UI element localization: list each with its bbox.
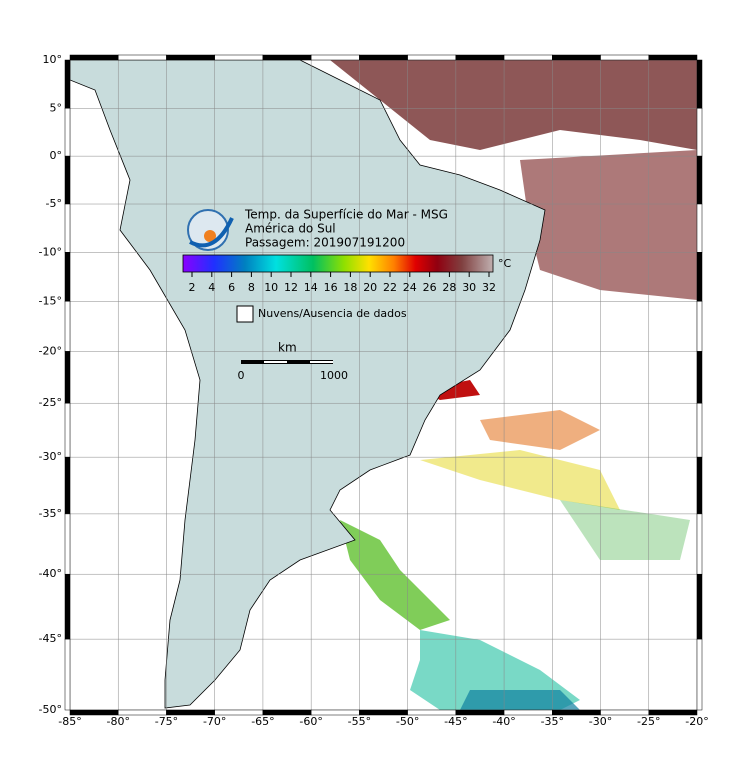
lon-tick-label: -50° bbox=[396, 715, 419, 728]
frame-segment bbox=[166, 54, 215, 61]
colorbar-tick-label: 26 bbox=[423, 281, 437, 294]
colorbar-tick-label: 20 bbox=[363, 281, 377, 294]
frame-segment bbox=[64, 203, 71, 253]
frame-segment bbox=[696, 456, 703, 515]
lat-tick-label: -10° bbox=[39, 245, 62, 258]
lat-tick-label: -15° bbox=[39, 294, 62, 307]
lat-tick-label: 0° bbox=[50, 149, 63, 162]
colorbar bbox=[182, 254, 494, 273]
frame-segment bbox=[64, 402, 71, 458]
colorbar-tick-label: 16 bbox=[324, 281, 338, 294]
colorbar-tick-label: 28 bbox=[442, 281, 456, 294]
lon-tick-label: -45° bbox=[444, 715, 467, 728]
pass: Passagem: 201907191200 bbox=[245, 236, 405, 250]
frame-segment bbox=[214, 54, 264, 61]
frame-segment bbox=[696, 351, 703, 404]
frame-segment bbox=[503, 54, 553, 61]
lon-tick-label: -75° bbox=[155, 715, 178, 728]
frame-segment bbox=[64, 638, 71, 711]
scalebar-segment bbox=[310, 361, 333, 363]
frame-segment bbox=[64, 456, 71, 515]
colorbar-tick-label: 14 bbox=[304, 281, 318, 294]
lat-tick-label: -40° bbox=[39, 567, 62, 580]
lat-tick-label: -35° bbox=[39, 507, 62, 520]
lon-tick-label: -55° bbox=[348, 715, 371, 728]
frame-segment bbox=[407, 54, 457, 61]
lat-tick-label: 10° bbox=[43, 53, 63, 66]
lat-tick-label: 5° bbox=[50, 101, 63, 114]
frame-segment bbox=[69, 54, 119, 61]
lat-tick-label: -25° bbox=[39, 396, 62, 409]
lon-tick-label: -70° bbox=[203, 715, 226, 728]
lon-tick-label: -25° bbox=[637, 715, 660, 728]
frame-segment bbox=[696, 252, 703, 302]
frame-segment bbox=[648, 709, 698, 716]
frame-segment bbox=[648, 54, 698, 61]
colorbar-tick-label: 2 bbox=[189, 281, 196, 294]
frame-segment bbox=[696, 513, 703, 575]
lon-tick-label: -30° bbox=[589, 715, 612, 728]
legend-swatch bbox=[236, 305, 254, 323]
frame-segment bbox=[696, 155, 703, 205]
frame-segment bbox=[359, 54, 408, 61]
scalebar-segment bbox=[264, 361, 287, 363]
frame-segment bbox=[552, 54, 601, 61]
scalebar-end: 1000 bbox=[320, 369, 348, 382]
lat-tick-label: -20° bbox=[39, 344, 62, 357]
colorbar-tick-label: 22 bbox=[383, 281, 397, 294]
frame-segment bbox=[696, 402, 703, 458]
logo bbox=[187, 209, 234, 251]
frame-segment bbox=[64, 513, 71, 575]
frame-segment bbox=[262, 54, 312, 61]
frame-segment bbox=[64, 301, 71, 352]
frame-segment bbox=[696, 59, 703, 109]
colorbar-unit: °C bbox=[498, 257, 512, 270]
frame-segment bbox=[696, 301, 703, 352]
lon-tick-label: -80° bbox=[106, 715, 129, 728]
frame-segment bbox=[64, 351, 71, 404]
colorbar-ticks: 2 4 6 8 10 12 14 16 18 20 22 24 26 28 30 32 bbox=[189, 272, 496, 294]
colorbar-tick-label: 4 bbox=[208, 281, 215, 294]
lon-tick-label: -40° bbox=[492, 715, 515, 728]
colorbar-tick-label: 12 bbox=[284, 281, 298, 294]
scalebar-unit: km bbox=[278, 341, 297, 355]
frame-segment bbox=[696, 638, 703, 711]
colorbar-tick-label: 10 bbox=[264, 281, 278, 294]
legend-label: Nuvens/Ausencia de dados bbox=[258, 307, 407, 320]
lon-tick-label: -35° bbox=[541, 715, 564, 728]
colorbar-tick-label: 30 bbox=[462, 281, 476, 294]
lon-tick-label: -20° bbox=[685, 715, 708, 728]
colorbar-tick-label: 32 bbox=[482, 281, 496, 294]
frame-segment bbox=[310, 54, 360, 61]
frame-segment bbox=[696, 203, 703, 253]
frame-segment bbox=[455, 54, 505, 61]
scalebar-start: 0 bbox=[238, 369, 245, 382]
frame-segment bbox=[64, 155, 71, 205]
lon-tick-label: -60° bbox=[299, 715, 322, 728]
frame-segment bbox=[64, 108, 71, 157]
sst-field bbox=[330, 60, 697, 710]
lat-tick-label: -30° bbox=[39, 450, 62, 463]
lon-tick-label: -65° bbox=[251, 715, 274, 728]
colorbar-tick-label: 8 bbox=[248, 281, 255, 294]
frame-segment bbox=[696, 573, 703, 640]
lat-tick-label: -5° bbox=[46, 197, 62, 210]
colorbar-tick-label: 18 bbox=[343, 281, 357, 294]
lat-tick-label: -45° bbox=[39, 632, 62, 645]
lon-tick-label: -85° bbox=[58, 715, 81, 728]
frame-segment bbox=[696, 108, 703, 157]
frame-segment bbox=[600, 54, 650, 61]
title: Temp. da Superfície do Mar - MSG bbox=[244, 208, 448, 222]
frame-segment bbox=[117, 54, 167, 61]
lat-tick-label: -50° bbox=[39, 703, 62, 716]
frame-segment bbox=[64, 252, 71, 302]
frame bbox=[64, 54, 703, 716]
colorbar-tick-label: 6 bbox=[228, 281, 235, 294]
colorbar-tick-label: 24 bbox=[403, 281, 417, 294]
frame-segment bbox=[64, 573, 71, 640]
region: América do Sul bbox=[245, 222, 336, 236]
frame-segment bbox=[64, 59, 71, 109]
